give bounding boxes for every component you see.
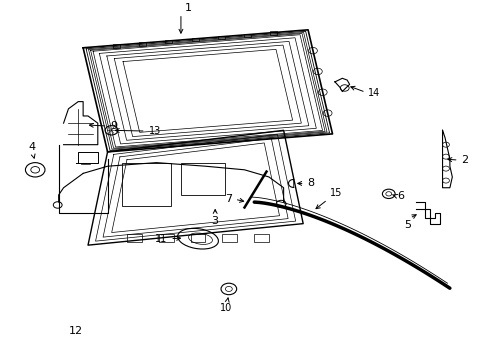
Text: 12: 12 xyxy=(69,326,82,336)
Bar xyxy=(218,36,224,39)
Bar xyxy=(181,163,224,195)
Text: 15: 15 xyxy=(329,188,342,198)
Bar xyxy=(270,31,277,35)
Text: 14: 14 xyxy=(367,88,380,98)
Text: 6: 6 xyxy=(396,192,403,201)
Bar xyxy=(222,234,237,242)
Text: 10: 10 xyxy=(220,303,232,313)
Text: 5: 5 xyxy=(403,220,410,230)
Bar xyxy=(113,44,120,48)
Bar xyxy=(159,234,173,242)
Text: 4: 4 xyxy=(28,142,35,152)
Bar xyxy=(122,163,171,206)
Bar xyxy=(139,42,146,45)
Bar xyxy=(190,234,205,242)
Text: 1: 1 xyxy=(184,3,191,13)
Text: 9: 9 xyxy=(110,121,118,131)
Bar xyxy=(254,234,268,242)
Text: 11: 11 xyxy=(155,234,167,244)
Text: 2: 2 xyxy=(460,155,467,165)
Bar xyxy=(244,33,250,37)
Bar xyxy=(127,234,142,242)
Text: 13: 13 xyxy=(148,126,161,136)
Bar xyxy=(191,38,198,41)
Text: 3: 3 xyxy=(211,216,218,226)
Text: 8: 8 xyxy=(306,179,314,188)
Text: 7: 7 xyxy=(224,194,232,203)
Bar xyxy=(165,40,172,44)
